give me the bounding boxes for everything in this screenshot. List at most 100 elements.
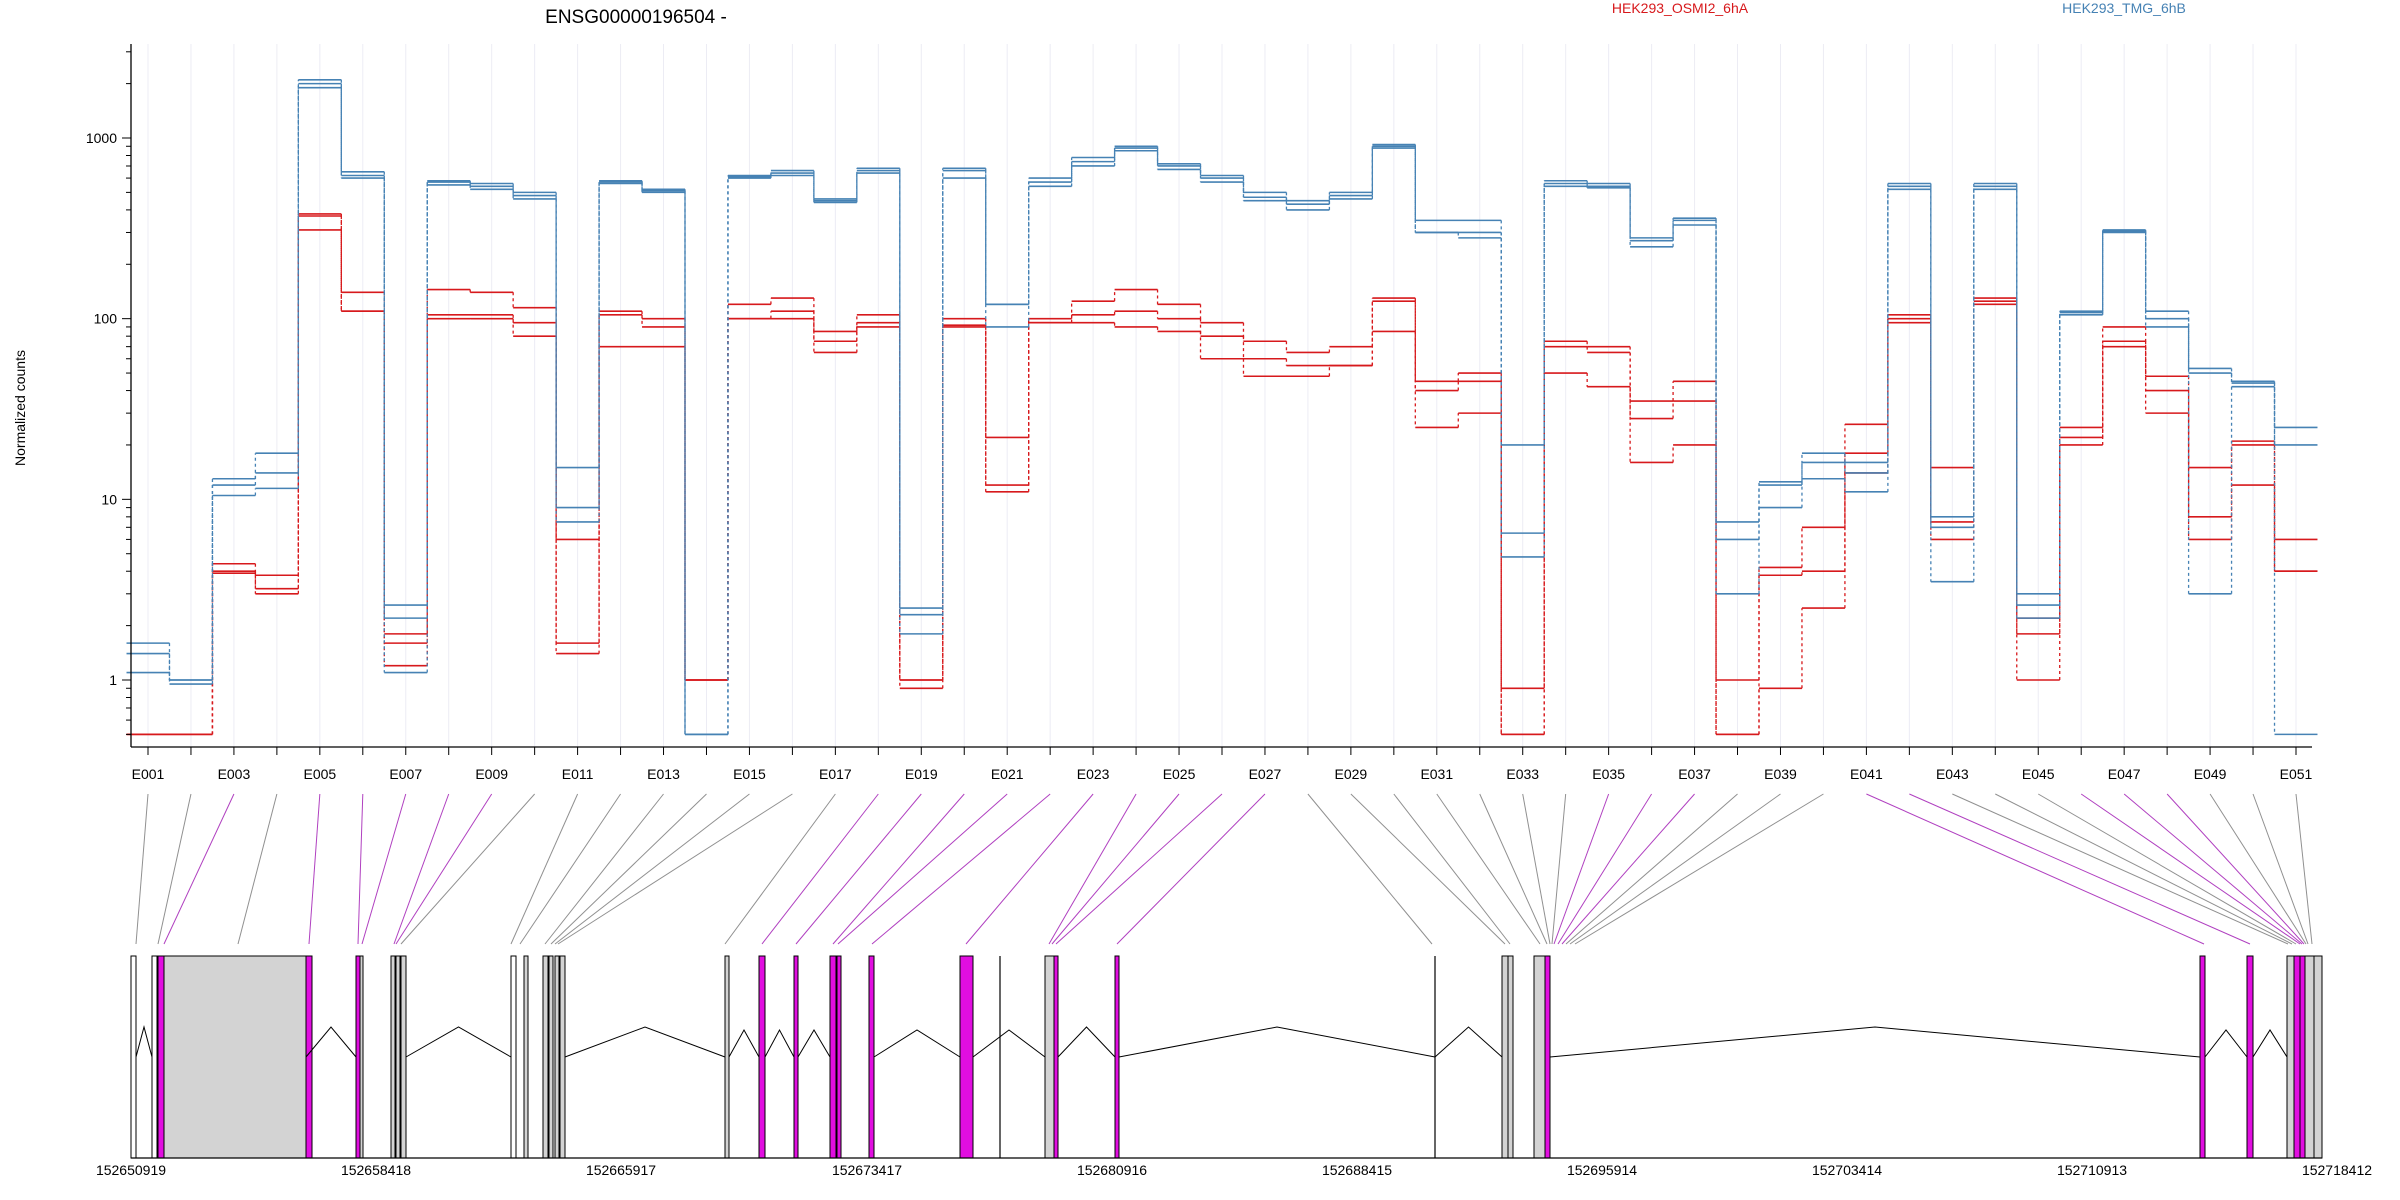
coordinate-label: 152718412 xyxy=(2302,1162,2372,1178)
exon-connector xyxy=(2080,793,2301,945)
intron-chevron xyxy=(305,1026,357,1058)
plot-gridlines xyxy=(147,44,2297,747)
intron-chevron xyxy=(1118,1026,1436,1058)
x-tick-label: E015 xyxy=(733,766,766,782)
exon-connector xyxy=(1565,793,1738,945)
series-5 xyxy=(126,82,2318,736)
intron-chevron xyxy=(2252,1029,2288,1058)
exon-connector xyxy=(2037,793,2297,945)
exon-connector xyxy=(1909,793,2251,945)
coordinate-label: 152710913 xyxy=(2057,1162,2127,1178)
exon-box xyxy=(793,955,799,1159)
exon-connector xyxy=(1553,793,1610,945)
series-levels xyxy=(126,78,2318,736)
y-tick-label: 1 xyxy=(109,672,117,688)
exon-box xyxy=(559,955,566,1159)
exon-box xyxy=(1533,955,1546,1159)
plot-series xyxy=(126,78,2318,736)
exon-connector xyxy=(163,793,235,945)
y-tick-label: 1000 xyxy=(86,130,117,146)
plot-axes: 1 10 100 1000 E001 E003 E005 E007 E009 E011 E013 E0… xyxy=(86,44,2313,782)
x-tick-label: E023 xyxy=(1077,766,1110,782)
exon-connector xyxy=(761,793,879,945)
exon-connector xyxy=(519,793,621,945)
exon-connector xyxy=(2295,793,2313,945)
x-tick-label: E035 xyxy=(1592,766,1625,782)
intron-chevron xyxy=(1434,1026,1503,1058)
x-tick-label: E003 xyxy=(218,766,251,782)
x-tick-label: E027 xyxy=(1249,766,1282,782)
exon-box xyxy=(395,955,401,1159)
series-levels xyxy=(126,86,2318,736)
coordinate-label: 152695914 xyxy=(1567,1162,1637,1178)
exon-box xyxy=(2304,955,2315,1159)
x-tick-label: E029 xyxy=(1335,766,1368,782)
exon-box xyxy=(1501,955,1509,1159)
x-tick-label: E019 xyxy=(905,766,938,782)
exon-box xyxy=(163,955,307,1159)
exon-connector xyxy=(1551,793,1567,945)
exon-box xyxy=(130,955,137,1159)
intron-chevron xyxy=(564,1026,726,1058)
intron-chevron xyxy=(1549,1026,2201,1058)
exon-connector xyxy=(837,793,1008,945)
exon-connector xyxy=(157,793,192,945)
series-transitions xyxy=(168,87,2276,735)
intron-chevron xyxy=(972,1029,1046,1058)
exon-box xyxy=(2299,955,2306,1159)
series-levels xyxy=(126,82,2318,736)
exon-connector xyxy=(1055,793,1223,945)
exon-box xyxy=(1053,955,1059,1159)
exon-connector xyxy=(1952,793,2289,945)
exon-box xyxy=(1507,955,1514,1159)
exon-connector xyxy=(2252,793,2309,945)
exon-connector xyxy=(1350,793,1506,945)
exon-box xyxy=(542,955,549,1159)
exon-connector xyxy=(400,793,536,945)
intron-chevron xyxy=(797,1029,831,1058)
x-tick-label: E039 xyxy=(1764,766,1797,782)
exon-box xyxy=(390,955,396,1159)
series-levels xyxy=(126,229,2318,736)
y-tick-label: 10 xyxy=(101,491,117,507)
exon-box xyxy=(151,955,158,1159)
series-transitions xyxy=(168,83,2276,735)
x-tick-label: E013 xyxy=(647,766,680,782)
x-tick-label: E009 xyxy=(475,766,508,782)
exon-connector xyxy=(1557,793,1653,945)
exon-connector xyxy=(2123,793,2303,945)
x-tick-label: E021 xyxy=(991,766,1024,782)
exon-connector xyxy=(1051,793,1180,945)
x-tick-label: E005 xyxy=(303,766,336,782)
coordinate-label: 152680916 xyxy=(1077,1162,1147,1178)
exon-box xyxy=(829,955,837,1159)
exon-connector xyxy=(965,793,1094,945)
x-tick-label: E045 xyxy=(2022,766,2055,782)
exon-connector xyxy=(557,793,793,945)
exon-connectors xyxy=(135,793,2313,945)
x-tick-label: E025 xyxy=(1163,766,1196,782)
exon-connector xyxy=(1048,793,1137,945)
exon-box xyxy=(2246,955,2254,1159)
exon-box xyxy=(1544,955,1551,1159)
exon-box xyxy=(305,955,313,1159)
coordinate-label: 152665917 xyxy=(586,1162,656,1178)
exon-connector xyxy=(308,793,321,945)
exon-connector xyxy=(1561,793,1695,945)
exon-box xyxy=(157,955,165,1159)
y-tick-label: 100 xyxy=(94,311,118,327)
exon-connector xyxy=(393,793,450,945)
exon-box xyxy=(359,955,364,1159)
exon-connector xyxy=(550,793,707,945)
exon-connector xyxy=(871,793,1051,945)
exon-box xyxy=(548,955,554,1159)
exon-connector xyxy=(1522,793,1551,945)
series-6 xyxy=(126,86,2318,736)
intron-chevron xyxy=(1057,1026,1116,1058)
exon-connector xyxy=(135,793,149,945)
x-tick-label: E001 xyxy=(132,766,165,782)
exon-connector xyxy=(795,793,922,945)
x-tick-label: E011 xyxy=(562,766,594,782)
series-transitions xyxy=(211,229,2276,735)
